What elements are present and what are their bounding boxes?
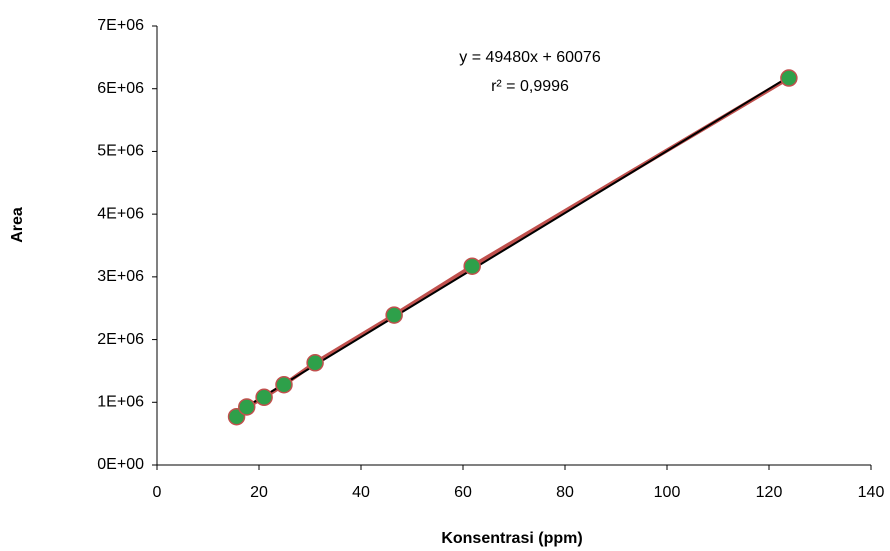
- trendline-r2: r² = 0,9996: [491, 78, 569, 95]
- x-tick-label: 80: [556, 484, 574, 501]
- y-tick-label: 4E+06: [97, 205, 144, 222]
- y-tick-label: 1E+06: [97, 394, 144, 411]
- trendline-equation: y = 49480x + 60076: [459, 49, 601, 66]
- y-tick-label: 7E+06: [97, 17, 144, 34]
- x-tick-label: 20: [250, 484, 268, 501]
- data-point: [255, 388, 273, 407]
- data-point: [306, 354, 324, 372]
- x-tick-label: 140: [858, 484, 885, 501]
- data-point: [275, 375, 293, 394]
- data-point: [238, 398, 256, 416]
- trendline: [236, 75, 790, 414]
- x-tick-label: 120: [756, 484, 783, 501]
- x-tick-label: 40: [352, 484, 370, 501]
- x-tick-label: 60: [454, 484, 472, 501]
- data-point: [463, 257, 481, 275]
- y-tick-label: 3E+06: [97, 268, 144, 285]
- y-tick-label: 6E+06: [97, 80, 144, 97]
- data-point: [385, 306, 403, 324]
- x-tick-label: 100: [654, 484, 681, 501]
- y-axis-title: Area: [9, 207, 26, 243]
- x-axis-title: Konsentrasi (ppm): [441, 530, 582, 547]
- y-tick-label: 5E+06: [97, 143, 144, 160]
- x-tick-label: 0: [153, 484, 162, 501]
- data-point: [780, 69, 798, 87]
- y-tick-label: 0E+00: [97, 456, 144, 473]
- y-tick-label: 2E+06: [97, 331, 144, 348]
